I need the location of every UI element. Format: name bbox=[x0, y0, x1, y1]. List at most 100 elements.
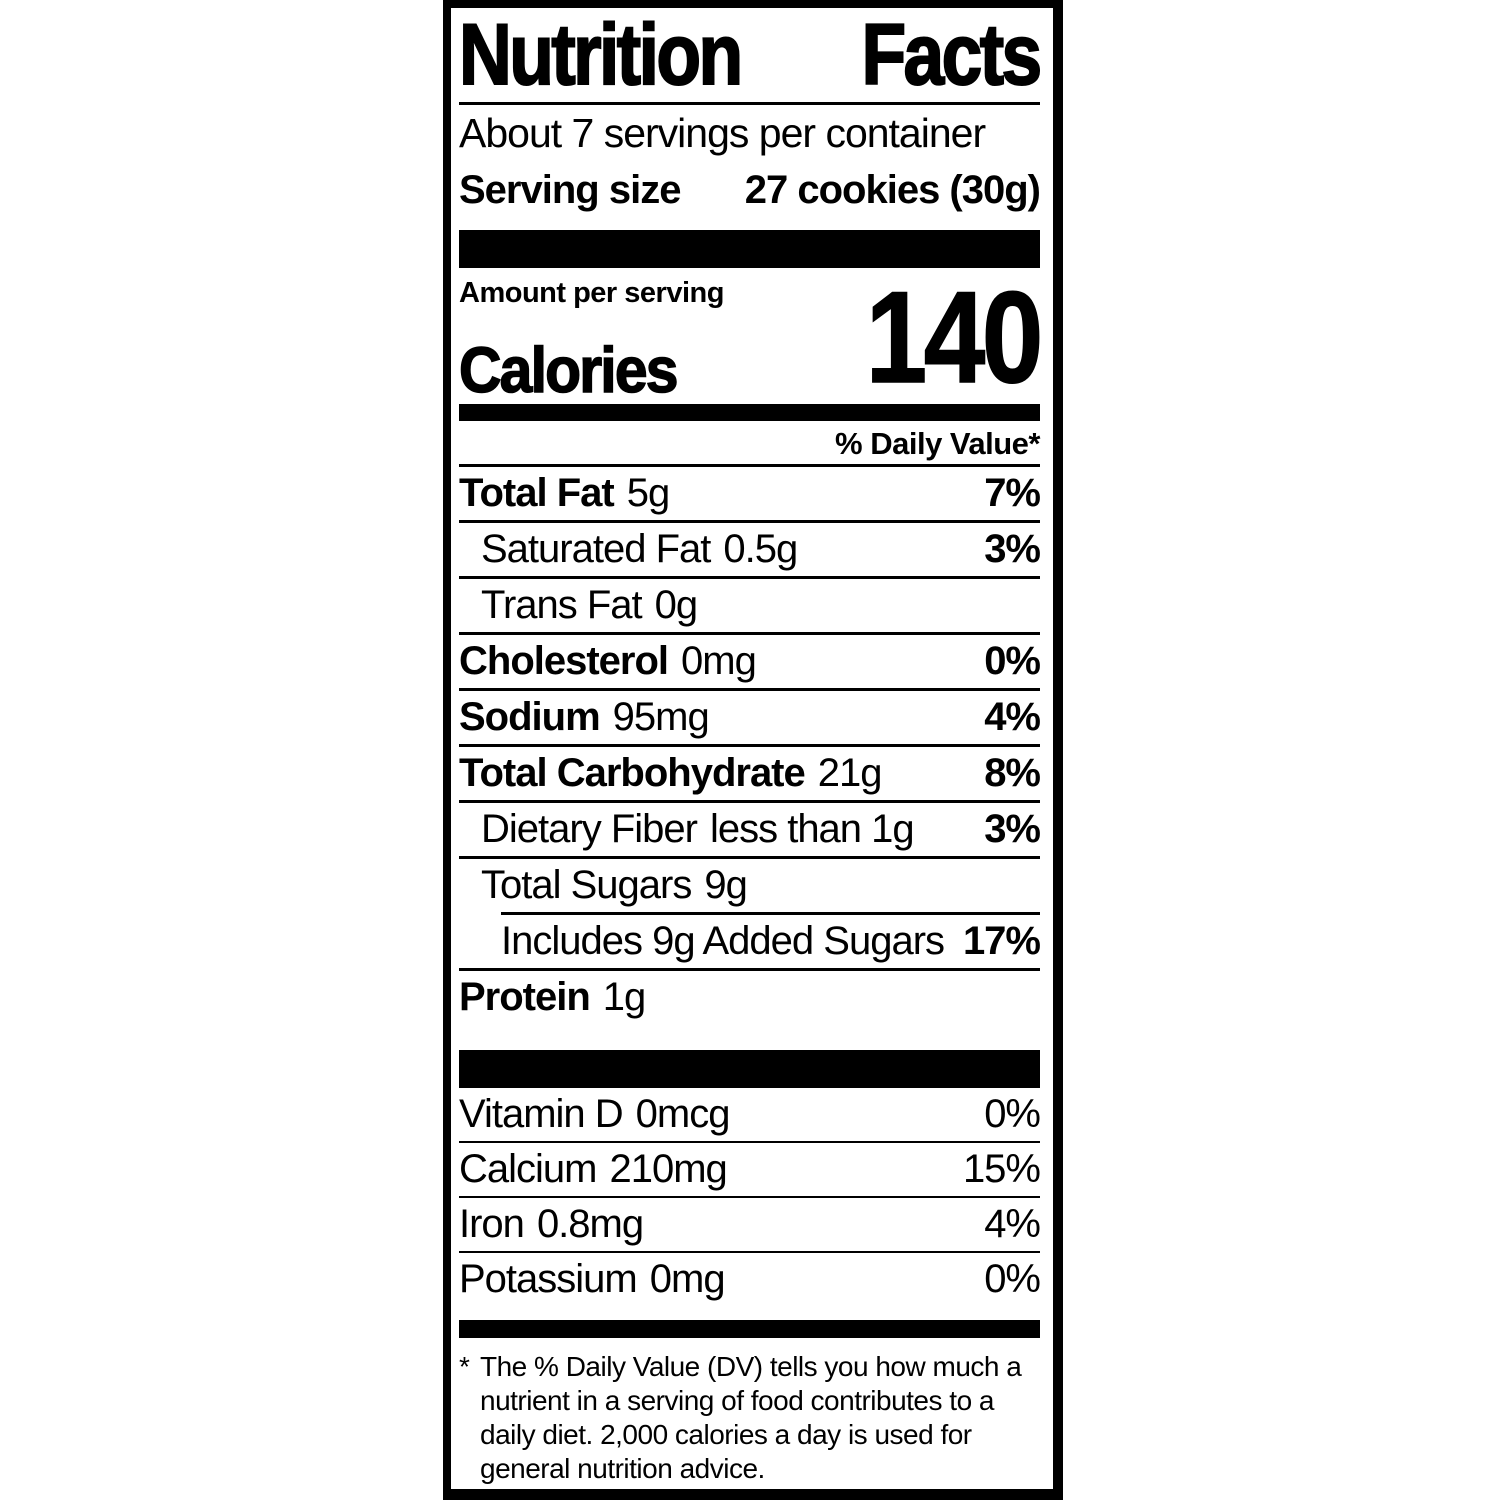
nutrient-name-amount: Sodium 95mg bbox=[459, 691, 710, 744]
micronutrient-rows: Vitamin D 0mcg 0% Calcium 210mg 15% Iron 0.8mg 4… bbox=[459, 1088, 1041, 1306]
nutrient-row: Trans Fat 0g bbox=[459, 579, 1040, 632]
nutrient-name: Trans Fat bbox=[481, 583, 643, 627]
nutrient-name: Includes 9g Added Sugars bbox=[501, 919, 945, 963]
nutrient-name-amount: Trans Fat 0g bbox=[481, 579, 698, 632]
nutrient-amount: 1g bbox=[602, 975, 646, 1019]
nutrient-name: Protein bbox=[459, 975, 591, 1019]
micronutrient-row: Vitamin D 0mcg 0% bbox=[459, 1088, 1041, 1141]
row-separator bbox=[459, 688, 1040, 691]
nutrient-row: Total Sugars 9g bbox=[459, 859, 1040, 912]
nutrient-daily-value: 0% bbox=[984, 1257, 1041, 1301]
nutrient-daily-value: 15% bbox=[962, 1147, 1041, 1191]
title-word-nutrition: Nutrition bbox=[458, 7, 744, 103]
footnote-separator-bar bbox=[459, 1320, 1040, 1338]
nutrient-amount: 0mg bbox=[649, 1257, 726, 1301]
row-separator bbox=[459, 1196, 1040, 1198]
nutrient-row: Includes 9g Added Sugars 17% bbox=[459, 915, 1041, 968]
nutrient-daily-value: 4% bbox=[984, 695, 1041, 739]
row-separator bbox=[459, 968, 1040, 971]
nutrient-amount: 95mg bbox=[612, 695, 710, 739]
nutrient-name: Potassium bbox=[459, 1257, 638, 1301]
micronutrient-row: Calcium 210mg 15% bbox=[459, 1143, 1041, 1196]
nutrient-name-amount: Total Carbohydrate 21g bbox=[459, 747, 882, 800]
row-separator bbox=[459, 520, 1040, 523]
row-separator bbox=[459, 1251, 1040, 1253]
amount-per-serving-label: Amount per serving bbox=[459, 277, 724, 309]
nutrient-name: Cholesterol bbox=[459, 639, 669, 683]
nutrient-name: Calcium bbox=[459, 1147, 597, 1191]
nutrient-name: Total Fat bbox=[459, 471, 615, 515]
row-separator bbox=[459, 744, 1040, 747]
nutrient-amount: 0mg bbox=[681, 639, 757, 683]
serving-size-value: 27 cookies (30g) bbox=[744, 168, 1041, 212]
nutrient-row: Sodium 95mg 4% bbox=[459, 691, 1041, 744]
nutrition-facts-label: Nutrition Facts About 7 servings per con… bbox=[443, 0, 1063, 1500]
serving-size-label: Serving size bbox=[459, 168, 681, 212]
nutrient-amount: 210mg bbox=[609, 1147, 727, 1191]
row-separator bbox=[459, 632, 1040, 635]
nutrient-amount: 0.5g bbox=[723, 527, 798, 571]
nutrient-row: Protein 1g bbox=[459, 971, 1040, 1024]
nutrient-daily-value: 0% bbox=[984, 1092, 1041, 1136]
nutrient-name: Total Sugars bbox=[481, 863, 692, 907]
nutrient-name-amount: Total Fat 5g bbox=[459, 467, 670, 520]
nutrient-amount: 0.8mg bbox=[536, 1202, 644, 1246]
nutrient-name: Vitamin D bbox=[459, 1092, 624, 1136]
nutrient-name: Iron bbox=[459, 1202, 525, 1246]
nutrient-name-amount: Cholesterol 0mg bbox=[459, 635, 757, 688]
nutrient-amount: 0g bbox=[654, 583, 698, 627]
footnote-text: The % Daily Value (DV) tells you how muc… bbox=[480, 1351, 1022, 1484]
nutrient-daily-value: 17% bbox=[962, 919, 1041, 963]
nutrient-name: Sodium bbox=[459, 695, 601, 739]
nutrient-name-amount: Saturated Fat 0.5g bbox=[481, 523, 798, 576]
row-separator bbox=[459, 1141, 1040, 1143]
footnote-asterisk: * bbox=[459, 1351, 470, 1382]
nutrient-daily-value: 7% bbox=[984, 471, 1041, 515]
nutrient-row: Dietary Fiber less than 1g 3% bbox=[459, 803, 1041, 856]
nutrient-name-amount: Calcium 210mg bbox=[459, 1143, 728, 1196]
serving-size-row: Serving size 27 cookies (30g) bbox=[459, 162, 1041, 218]
row-separator bbox=[459, 856, 1040, 859]
nutrient-amount: less than 1g bbox=[709, 807, 915, 851]
nutrient-name-amount: Includes 9g Added Sugars bbox=[501, 915, 945, 968]
daily-value-divider bbox=[459, 464, 1040, 467]
calories-row: Calories 140 bbox=[458, 271, 1044, 404]
nutrient-daily-value: 3% bbox=[984, 807, 1041, 851]
nutrient-name: Dietary Fiber bbox=[481, 807, 698, 851]
servings-per-container: About 7 servings per container bbox=[459, 110, 986, 156]
nutrient-rows: Total Fat 5g 7% Saturated Fat 0.5g 3% Trans Fa… bbox=[459, 467, 1041, 1024]
nutrient-row: Total Fat 5g 7% bbox=[459, 467, 1041, 520]
row-separator bbox=[459, 576, 1040, 579]
nutrient-daily-value: 4% bbox=[984, 1202, 1041, 1246]
calories-separator-bar bbox=[459, 404, 1040, 421]
header-separator-bar bbox=[459, 230, 1040, 268]
title-word-facts: Facts bbox=[861, 7, 1043, 103]
daily-value-header: % Daily Value* bbox=[835, 426, 1040, 461]
row-separator bbox=[459, 800, 1040, 803]
micronutrients-separator-bar bbox=[459, 1050, 1040, 1088]
nutrient-name: Total Carbohydrate bbox=[459, 751, 806, 795]
title-divider bbox=[459, 102, 1040, 105]
footnote: * The % Daily Value (DV) tells you how m… bbox=[459, 1350, 1040, 1486]
row-separator bbox=[501, 912, 1040, 915]
nutrient-daily-value: 8% bbox=[984, 751, 1041, 795]
micronutrient-row: Potassium 0mg 0% bbox=[459, 1253, 1041, 1306]
calories-value: 140 bbox=[865, 264, 1044, 410]
nutrient-amount: 5g bbox=[626, 471, 670, 515]
nutrient-amount: 21g bbox=[817, 751, 883, 795]
label-title: Nutrition Facts bbox=[458, 7, 1043, 103]
nutrient-row: Saturated Fat 0.5g 3% bbox=[459, 523, 1041, 576]
nutrient-name-amount: Dietary Fiber less than 1g bbox=[481, 803, 915, 856]
nutrient-daily-value: 0% bbox=[984, 639, 1041, 683]
nutrient-name-amount: Total Sugars 9g bbox=[481, 859, 748, 912]
nutrient-name-amount: Protein 1g bbox=[459, 971, 646, 1024]
nutrient-name: Saturated Fat bbox=[481, 527, 711, 571]
nutrient-name-amount: Vitamin D 0mcg bbox=[459, 1088, 731, 1141]
micronutrient-row: Iron 0.8mg 4% bbox=[459, 1198, 1041, 1251]
nutrient-amount: 0mcg bbox=[635, 1092, 731, 1136]
nutrient-amount: 9g bbox=[704, 863, 747, 907]
nutrient-row: Cholesterol 0mg 0% bbox=[459, 635, 1041, 688]
nutrient-daily-value: 3% bbox=[984, 527, 1041, 571]
nutrient-row: Total Carbohydrate 21g 8% bbox=[459, 747, 1041, 800]
nutrient-name-amount: Potassium 0mg bbox=[459, 1253, 726, 1306]
